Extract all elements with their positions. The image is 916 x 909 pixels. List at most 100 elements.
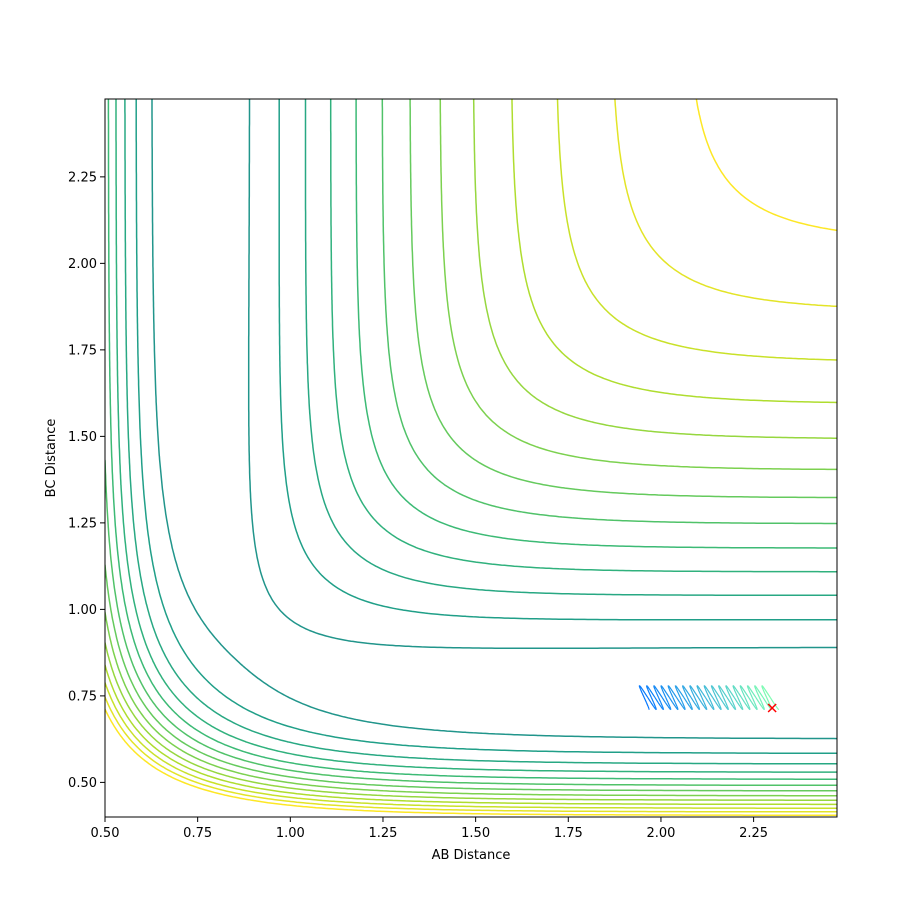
trajectory-segment xyxy=(667,702,671,707)
trajectory-segment xyxy=(730,692,735,698)
contour-line xyxy=(135,99,837,755)
trajectory-segment xyxy=(749,692,753,698)
trajectory-segment xyxy=(664,701,669,707)
trajectory-segment xyxy=(689,702,692,707)
trajectory-segment xyxy=(683,686,686,690)
trajectory-segment xyxy=(762,697,767,703)
y-tick-label: 0.50 xyxy=(68,776,97,791)
x-tick-label: 0.75 xyxy=(183,826,212,841)
marker-group xyxy=(767,703,777,713)
trajectory-segment xyxy=(680,692,685,698)
trajectory-segment xyxy=(759,692,764,698)
trajectory-segment xyxy=(718,686,721,690)
x-axis-ticks: 0.50 0.75 1.00 1.25 1.50 1.75 2.00 2.25 xyxy=(91,817,768,841)
trajectory-segment xyxy=(699,688,703,694)
trajectory-segment xyxy=(740,688,744,694)
trajectory-segment xyxy=(663,692,667,698)
trajectory-segment xyxy=(730,697,734,703)
trajectory-segment xyxy=(752,692,757,698)
trajectory-segment xyxy=(761,705,764,710)
trajectory-segment xyxy=(732,686,735,690)
trajectory-segment xyxy=(711,688,715,694)
trajectory-segment xyxy=(726,708,729,711)
trajectory-segment xyxy=(654,697,659,703)
trajectory-segment xyxy=(769,697,774,703)
trajectory-segment xyxy=(748,708,751,711)
trajectory-segment xyxy=(712,705,715,710)
x-tick-label: 0.50 xyxy=(91,826,120,841)
x-axis-label: AB Distance xyxy=(432,848,511,863)
trajectory-segment xyxy=(739,702,743,707)
trajectory-segment xyxy=(673,692,678,698)
trajectory-segment xyxy=(736,701,741,707)
trajectory-segment xyxy=(735,692,739,698)
trajectory-segment xyxy=(676,708,679,711)
trajectory-segment xyxy=(723,692,728,698)
trajectory-segment xyxy=(710,702,714,707)
trajectory-segment xyxy=(643,697,647,703)
trajectory-segment xyxy=(713,692,717,698)
trajectory-segment xyxy=(669,705,672,710)
y-tick-label: 1.25 xyxy=(68,516,97,531)
trajectory-segment xyxy=(746,686,750,690)
trajectory-segment xyxy=(686,697,691,703)
trajectory-segment xyxy=(756,692,761,698)
trajectory-segment xyxy=(755,686,758,690)
trajectory-segment xyxy=(777,708,780,711)
contour-line xyxy=(105,99,837,809)
trajectory-segment xyxy=(667,705,671,710)
trajectory-segment xyxy=(748,697,753,703)
trajectory-segment xyxy=(654,708,657,711)
trajectory-segment xyxy=(726,705,729,710)
trajectory-segment xyxy=(734,708,737,711)
contour-line xyxy=(124,99,837,765)
trajectory-segment xyxy=(733,686,737,690)
trajectory-segment xyxy=(699,692,703,698)
trajectory-segment xyxy=(669,708,672,711)
trajectory-segment xyxy=(744,697,748,703)
trajectory-segment xyxy=(667,686,670,690)
trajectory-segment xyxy=(677,692,681,698)
trajectory-segment xyxy=(719,705,722,710)
trajectory-segment xyxy=(762,708,765,711)
trajectory-segment xyxy=(711,686,715,690)
trajectory-segment xyxy=(684,688,689,694)
trajectory-segment xyxy=(751,701,755,707)
contour-line xyxy=(107,99,837,780)
trajectory-segment xyxy=(647,705,650,710)
trajectory-segment xyxy=(725,705,728,710)
trajectory-segment xyxy=(732,702,736,707)
trajectory-segment xyxy=(650,701,654,707)
trajectory-segment xyxy=(764,688,768,694)
trajectory-segment xyxy=(674,686,677,690)
trajectory-segment xyxy=(742,688,747,694)
trajectory-segment xyxy=(700,701,705,707)
trajectory-segment xyxy=(671,701,676,707)
trajectory-segment xyxy=(747,686,751,690)
trajectory-segment xyxy=(648,688,653,694)
trajectory-segment xyxy=(768,705,772,710)
trajectory-segment xyxy=(749,688,754,694)
trajectory-segment xyxy=(701,697,705,703)
trajectory-segment xyxy=(764,692,768,698)
trajectory-segment xyxy=(692,688,696,694)
trajectory-segment xyxy=(705,705,708,710)
trajectory-segment xyxy=(728,688,732,694)
trajectory-segment xyxy=(722,697,727,703)
trajectory-segment xyxy=(716,692,721,698)
trajectory-segment xyxy=(708,701,712,707)
trajectory-segment xyxy=(647,686,650,690)
trajectory-segment xyxy=(732,705,736,710)
trajectory-segment xyxy=(648,692,652,698)
y-tick-label: 2.00 xyxy=(68,257,97,272)
y-tick-label: 0.75 xyxy=(68,689,97,704)
trajectory-segment xyxy=(658,692,663,698)
x-tick-label: 1.25 xyxy=(368,826,397,841)
trajectory-segment xyxy=(703,705,707,710)
trajectory-segment xyxy=(717,702,721,707)
trajectory-segment xyxy=(694,697,698,703)
trajectory-segment xyxy=(660,702,663,707)
trajectory-segment xyxy=(762,688,766,694)
trajectory-segment xyxy=(753,702,757,707)
trajectory-segment xyxy=(720,692,725,698)
